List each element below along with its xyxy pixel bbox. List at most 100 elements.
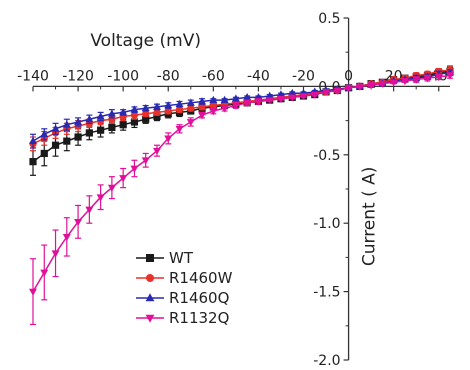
- data-point: [40, 149, 48, 158]
- legend-label: R1132Q: [169, 309, 229, 327]
- data-point: [355, 83, 364, 91]
- legend-label: R1460Q: [169, 289, 229, 307]
- data-point: [412, 76, 421, 84]
- data-point: [142, 110, 150, 118]
- data-point: [96, 112, 105, 120]
- y-axis-title: Current ( A): [360, 167, 380, 267]
- data-point: [209, 101, 217, 110]
- x-tick-label: -100: [107, 68, 139, 84]
- x-tick-label: -120: [62, 68, 94, 84]
- data-point: [164, 135, 173, 143]
- data-point: [107, 184, 116, 192]
- data-point: [29, 136, 37, 144]
- data-point: [243, 93, 252, 101]
- legend-item: R1132Q: [136, 309, 229, 327]
- data-point: [51, 124, 60, 132]
- data-point: [108, 123, 116, 132]
- data-point: [74, 117, 83, 125]
- data-point: [231, 94, 240, 102]
- x-axis-title: Voltage (mV): [90, 31, 201, 51]
- data-point: [322, 88, 330, 97]
- data-point: [276, 95, 285, 104]
- y-tick-label: -1.5: [313, 285, 340, 301]
- data-point: [74, 218, 83, 227]
- series-r1132q: [29, 72, 454, 326]
- legend-marker: [145, 293, 155, 302]
- data-point: [62, 120, 71, 128]
- data-point: [265, 97, 274, 105]
- data-point: [119, 108, 128, 116]
- data-point: [220, 95, 229, 103]
- data-point: [141, 103, 150, 112]
- data-point: [220, 105, 229, 113]
- data-point: [97, 126, 105, 134]
- data-point: [74, 133, 82, 141]
- legend-marker: [146, 254, 154, 262]
- data-point: [198, 112, 207, 120]
- data-point: [231, 102, 240, 110]
- data-point: [130, 165, 139, 173]
- data-point: [130, 111, 139, 119]
- data-point: [164, 107, 172, 115]
- series-line: [32, 74, 451, 292]
- series-line: [32, 69, 451, 145]
- data-point: [310, 91, 319, 99]
- data-point: [265, 91, 274, 99]
- data-point: [209, 95, 218, 103]
- data-point: [389, 79, 398, 87]
- data-point: [243, 99, 252, 108]
- data-point: [85, 206, 94, 214]
- data-point: [299, 93, 308, 101]
- data-point: [153, 102, 161, 110]
- y-tick-label: -2.0: [313, 353, 340, 369]
- data-point: [153, 108, 161, 116]
- data-point: [153, 112, 161, 121]
- data-point: [344, 84, 353, 93]
- legend-marker: [146, 274, 154, 282]
- data-point: [378, 80, 387, 88]
- x-tick-label: -40: [247, 68, 270, 84]
- data-point: [175, 125, 184, 134]
- data-point: [62, 234, 71, 242]
- series-line: [32, 70, 451, 163]
- legend: WT R1460W R1460Q R1132Q: [136, 249, 233, 327]
- data-point: [119, 175, 128, 183]
- data-point: [107, 109, 116, 117]
- data-point: [130, 105, 139, 113]
- data-point: [276, 90, 285, 98]
- data-point: [186, 98, 195, 106]
- series-layer: [29, 65, 454, 326]
- data-point: [96, 194, 105, 202]
- data-point: [141, 157, 150, 165]
- data-point: [51, 250, 60, 258]
- x-tick-label: -20: [292, 68, 315, 84]
- data-point: [40, 129, 49, 138]
- data-point: [175, 106, 184, 114]
- x-tick-label: -60: [202, 68, 225, 84]
- data-point: [130, 118, 139, 126]
- legend-item: WT: [136, 249, 194, 267]
- data-point: [164, 101, 173, 109]
- data-point: [187, 104, 195, 112]
- x-tick-label: -140: [17, 68, 49, 84]
- data-point: [333, 87, 342, 95]
- y-tick-label: -1.0: [313, 216, 340, 232]
- data-point: [254, 98, 263, 106]
- legend-label: WT: [169, 249, 194, 267]
- data-point: [198, 97, 207, 105]
- data-point: [186, 119, 195, 127]
- data-point: [209, 108, 218, 116]
- data-point: [85, 129, 93, 137]
- data-point: [198, 103, 206, 111]
- data-point: [434, 73, 443, 82]
- x-tick-label: -80: [157, 68, 180, 84]
- data-point: [175, 99, 184, 108]
- data-point: [423, 75, 432, 83]
- data-point: [446, 72, 454, 80]
- data-point: [367, 82, 376, 90]
- data-point: [400, 78, 409, 86]
- tick-group: -140-120-100-80-60-40-20020400.50.0-0.5-…: [17, 11, 448, 369]
- data-point: [29, 288, 37, 296]
